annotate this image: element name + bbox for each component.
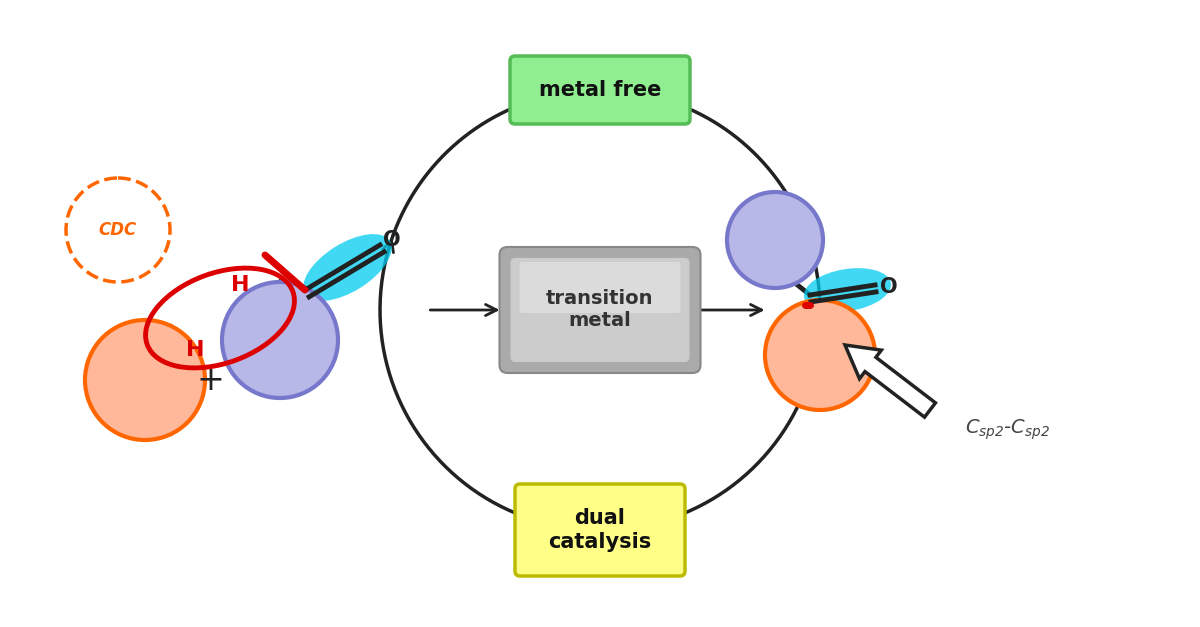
Ellipse shape: [804, 268, 892, 312]
Text: +: +: [196, 364, 224, 396]
Text: H: H: [230, 275, 250, 295]
Text: CDC: CDC: [98, 221, 137, 239]
Text: metal free: metal free: [539, 80, 661, 100]
FancyBboxPatch shape: [499, 247, 701, 373]
Text: O: O: [383, 230, 401, 250]
FancyBboxPatch shape: [510, 258, 690, 362]
FancyBboxPatch shape: [515, 484, 685, 576]
Circle shape: [766, 300, 875, 410]
FancyBboxPatch shape: [510, 56, 690, 124]
FancyArrow shape: [845, 345, 936, 417]
Text: O: O: [880, 277, 898, 297]
Text: dual
catalysis: dual catalysis: [548, 508, 652, 552]
Text: C$_{\mathregular{sp2}}$-C$_{\mathregular{sp2}}$: C$_{\mathregular{sp2}}$-C$_{\mathregular…: [965, 418, 1050, 442]
Circle shape: [85, 320, 205, 440]
Circle shape: [222, 282, 338, 398]
FancyBboxPatch shape: [520, 262, 680, 313]
Text: H: H: [186, 340, 204, 360]
Text: transition
metal: transition metal: [546, 290, 654, 330]
Ellipse shape: [304, 234, 391, 301]
Circle shape: [727, 192, 823, 288]
